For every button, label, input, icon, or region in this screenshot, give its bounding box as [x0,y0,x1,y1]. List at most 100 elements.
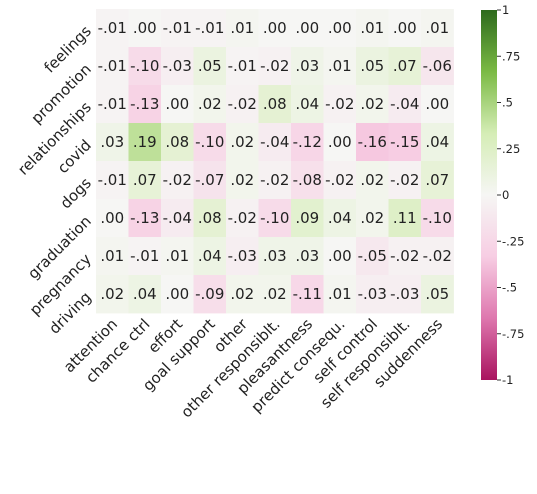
cell-value-label: .04 [198,247,222,265]
heatmap-cell [356,161,389,200]
heatmap-cell [96,199,129,238]
cell-value-label: .08 [165,133,189,151]
cell-value-label: .02 [230,133,254,151]
cell-value-label: -.01 [163,19,192,37]
cell-value-label: -.16 [358,133,387,151]
y-tick-label: dogs [57,174,95,212]
heatmap-cell [226,237,259,276]
cell-value-label: -.03 [228,247,257,265]
heatmap-cell [96,123,129,162]
cell-value-label: -.10 [130,57,159,75]
cell-value-label: .02 [360,171,384,189]
heatmap-cell [226,161,259,200]
cell-value-label: .07 [133,171,157,189]
cell-value-label: .04 [133,285,157,303]
cell-value-label: .05 [360,57,384,75]
cell-value-label: -.04 [390,95,419,113]
cell-value-label: .00 [295,19,319,37]
heatmap-cell [258,123,292,162]
cell-value-label: .00 [100,209,124,227]
cell-value-label: .01 [360,19,384,37]
cell-value-label: .02 [198,95,222,113]
heatmap-cell [421,199,454,238]
cell-value-label: -.10 [260,209,289,227]
heatmap-cell [193,237,227,276]
cell-value-label: -.06 [423,57,452,75]
heatmap-cell [421,47,454,86]
cell-value-label: -.01 [98,95,127,113]
cell-value-label: .01 [425,19,449,37]
heatmap-cell [388,275,422,314]
heatmap-cell [291,237,324,276]
heatmap-cell [388,47,422,86]
heatmap-cell [226,85,259,124]
heatmap-cell [128,85,162,124]
heatmap-cell [96,47,129,86]
heatmap-cell [96,237,129,276]
colorbar-tick-label: -.75 [502,327,524,341]
heatmap-cells [96,9,454,314]
heatmap-cell [323,9,357,48]
colorbar-tick-label: 0 [502,188,509,202]
heatmap-cell [421,275,454,314]
heatmap-cell [161,123,194,162]
heatmap-cell [291,9,324,48]
heatmap-cell [291,161,324,200]
heatmap-cell [96,161,129,200]
cell-value-labels: -.01.00 -.01 -.01.01.00.00.00.01.00.01-.01… [98,19,452,303]
heatmap-cell [356,9,389,48]
cell-value-label: .03 [263,247,287,265]
heatmap-cell [356,275,389,314]
heatmap-cell [128,275,162,314]
cell-value-label: -.04 [260,133,289,151]
colorbar-tick-label: -1 [502,373,513,387]
heatmap-cell [193,47,227,86]
heatmap-cell [193,199,227,238]
heatmap-cell [258,275,292,314]
heatmap-cell [128,161,162,200]
heatmap-cell [96,275,129,314]
heatmap-cell [388,199,422,238]
cell-value-label: .02 [360,209,384,227]
cell-value-label: .00 [165,95,189,113]
heatmap-cell [323,123,357,162]
heatmap-cell [323,161,357,200]
cell-value-label: .05 [425,285,449,303]
cell-value-label: -.03 [163,57,192,75]
heatmap-cell [323,237,357,276]
cell-value-label: -.03 [390,285,419,303]
heatmap-cell [161,9,194,48]
cell-value-label: .07 [393,57,417,75]
heatmap-cell [323,85,357,124]
heatmap-cell [421,161,454,200]
heatmap-cell [258,161,292,200]
heatmap-cell [291,47,324,86]
heatmap-cell [258,9,292,48]
cell-value-label: .05 [198,57,222,75]
cell-value-label: .01 [165,247,189,265]
heatmap-cell [161,85,194,124]
colorbar: 1 .75 .5 .25 0 -.25 -.5 -.75 -1 [481,3,524,387]
heatmap-cell [128,237,162,276]
cell-value-label: -.02 [325,95,354,113]
heatmap-cell [388,85,422,124]
heatmap-cell [226,47,259,86]
cell-value-label: .00 [328,19,352,37]
cell-value-label: .04 [295,95,319,113]
heatmap-cell [291,123,324,162]
heatmap-cell [323,47,357,86]
heatmap-cell [421,9,454,48]
cell-value-label: .03 [295,247,319,265]
cell-value-label: .02 [230,171,254,189]
heatmap-cell [161,161,194,200]
cell-value-label: .08 [263,95,287,113]
cell-value-label: -.02 [325,171,354,189]
cell-value-label: .01 [328,285,352,303]
cell-value-label: -.15 [390,133,419,151]
heatmap-cell [356,199,389,238]
cell-value-label: .00 [133,19,157,37]
heatmap-cell [161,47,194,86]
colorbar-tick-label: .5 [502,96,513,110]
